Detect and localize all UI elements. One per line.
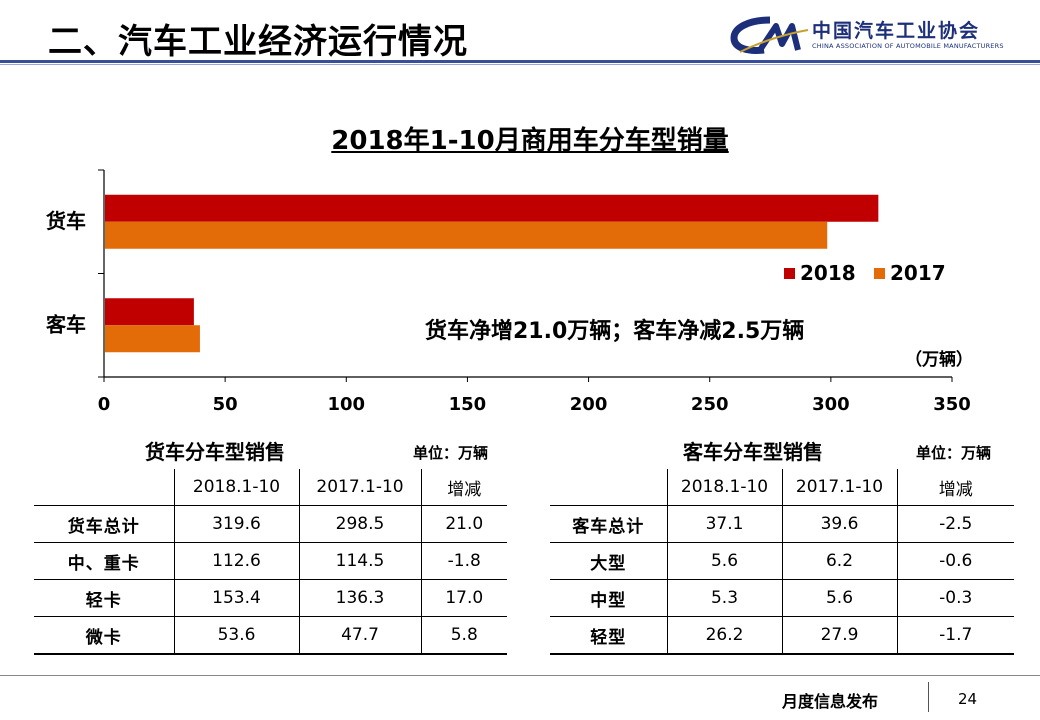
bar-2017 <box>105 221 828 249</box>
table-header-row: 2018.1-10 2017.1-10 增减 <box>34 469 507 506</box>
footer-label: 月度信息发布 <box>782 692 879 711</box>
column-header: 增减 <box>421 469 507 506</box>
truck-table-unit: 单位：万辆 <box>413 444 489 462</box>
x-tick-label: 0 <box>98 394 111 415</box>
table-cell: 17.0 <box>421 579 507 617</box>
table-cell: 37.1 <box>667 505 783 543</box>
bus-table-unit: 单位：万辆 <box>916 444 992 462</box>
x-tick-label: 50 <box>213 394 238 415</box>
x-tick-label: 300 <box>812 394 850 415</box>
header-divider-thin <box>0 64 1040 65</box>
category-label: 货车 <box>46 209 86 233</box>
x-tick-label: 100 <box>327 394 365 415</box>
column-header: 2017.1-10 <box>299 469 422 506</box>
table-cell: -2.5 <box>897 505 1014 543</box>
row-label: 大型 <box>550 542 668 580</box>
table-cell: 319.6 <box>174 505 300 543</box>
table-row: 货车总计 319.6 298.5 21.0 <box>34 505 507 543</box>
row-label: 微卡 <box>34 616 175 655</box>
table-row: 中、重卡 112.6 114.5 -1.8 <box>34 542 507 580</box>
category-label: 客车 <box>45 312 86 336</box>
bar-2017 <box>105 325 200 353</box>
table-row: 大型 5.6 6.2 -0.6 <box>550 542 1014 580</box>
x-tick-label: 350 <box>933 394 971 415</box>
bar-2018 <box>105 298 194 326</box>
column-header: 2018.1-10 <box>667 469 783 506</box>
table-cell: 53.6 <box>174 616 300 655</box>
x-tick-label: 200 <box>570 394 608 415</box>
table-cell: 5.3 <box>667 579 783 617</box>
legend-swatch-2018 <box>784 268 795 279</box>
table-cell: 5.6 <box>782 579 898 617</box>
bus-table-title: 客车分车型销售 <box>683 440 823 464</box>
caam-logo-icon <box>730 16 809 54</box>
bar-2018 <box>105 194 879 222</box>
table-cell: 5.6 <box>667 542 783 580</box>
table-cell: 47.7 <box>299 616 422 655</box>
footer-divider <box>0 675 1040 676</box>
x-tick-label: 150 <box>449 394 487 415</box>
table-cell: -1.8 <box>421 542 507 580</box>
table-cell: -1.7 <box>897 616 1014 655</box>
table-cell: 112.6 <box>174 542 300 580</box>
table-cell: 39.6 <box>782 505 898 543</box>
chart-annotation: 货车净增21.0万辆；客车净减2.5万辆 <box>425 319 805 344</box>
truck-table-title: 货车分车型销售 <box>145 440 285 464</box>
table-cell: 136.3 <box>299 579 422 617</box>
table-cell: 153.4 <box>174 579 300 617</box>
column-header: 增减 <box>897 469 1014 506</box>
logo-text-cn: 中国汽车工业协会 <box>812 20 981 42</box>
legend-label: 2018 <box>800 261 856 285</box>
column-header <box>550 469 668 506</box>
row-label: 中、重卡 <box>34 542 175 580</box>
table-row: 中型 5.3 5.6 -0.3 <box>550 579 1014 617</box>
footer-separator <box>928 682 929 712</box>
row-label: 轻卡 <box>34 579 175 617</box>
table-row: 轻卡 153.4 136.3 17.0 <box>34 579 507 617</box>
table-row: 轻型 26.2 27.9 -1.7 <box>550 616 1014 655</box>
table-cell: 26.2 <box>667 616 783 655</box>
row-label: 货车总计 <box>34 505 175 543</box>
legend-label: 2017 <box>890 261 946 285</box>
table-row: 微卡 53.6 47.7 5.8 <box>34 616 507 655</box>
page-number: 24 <box>958 690 978 708</box>
caam-logo: 中国汽车工业协会 CHINA ASSOCIATION OF AUTOMOBILE… <box>730 14 1030 56</box>
table-cell: 27.9 <box>782 616 898 655</box>
table-cell: 114.5 <box>299 542 422 580</box>
column-header: 2017.1-10 <box>782 469 898 506</box>
chart-title: 2018年1-10月商用车分车型销量 <box>331 126 729 156</box>
legend-swatch-2017 <box>874 268 885 279</box>
truck-table: 2018.1-10 2017.1-10 增减 货车总计 319.6 298.5 21.0 中、… <box>34 469 507 655</box>
column-header <box>34 469 175 506</box>
table-cell: 21.0 <box>421 505 507 543</box>
row-label: 客车总计 <box>550 505 668 543</box>
table-cell: 5.8 <box>421 616 507 655</box>
table-cell: -0.3 <box>897 579 1014 617</box>
table-cell: 6.2 <box>782 542 898 580</box>
table-header-row: 2018.1-10 2017.1-10 增减 <box>550 469 1014 506</box>
chart-unit: （万辆） <box>905 350 973 370</box>
page-title: 二、汽车工业经济运行情况 <box>48 22 468 62</box>
row-label: 中型 <box>550 579 668 617</box>
table-row: 客车总计 37.1 39.6 -2.5 <box>550 505 1014 543</box>
table-cell: -0.6 <box>897 542 1014 580</box>
x-tick-label: 250 <box>691 394 729 415</box>
column-header: 2018.1-10 <box>174 469 300 506</box>
table-cell: 298.5 <box>299 505 422 543</box>
row-label: 轻型 <box>550 616 668 655</box>
bus-table: 2018.1-10 2017.1-10 增减 客车总计 37.1 39.6 -2.5 大型 5.… <box>550 469 1014 655</box>
logo-text-en: CHINA ASSOCIATION OF AUTOMOBILE MANUFACT… <box>812 42 1004 50</box>
header-divider <box>0 60 1040 63</box>
